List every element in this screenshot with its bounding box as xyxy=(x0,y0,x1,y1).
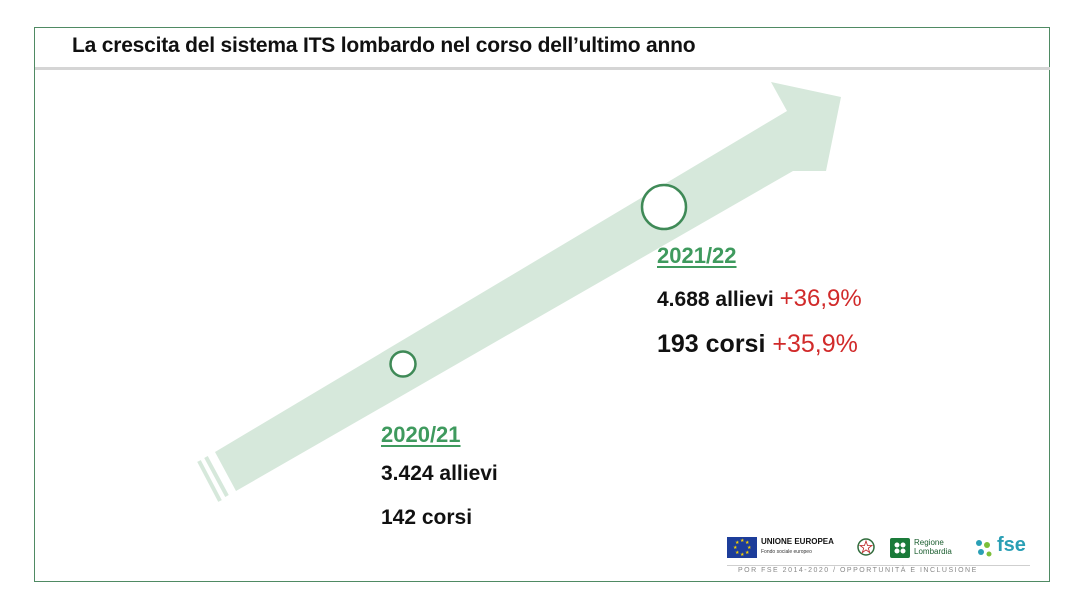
eu-flag-icon: ★ ★ ★ ★ ★ ★ ★ ★ xyxy=(727,537,757,558)
title-divider xyxy=(35,67,1050,70)
courses-2020-21: 142 corsi xyxy=(381,506,473,529)
marker-2020-21 xyxy=(389,350,417,378)
italian-emblem-icon xyxy=(857,538,875,556)
students-2021-22: 4.688 allievi +36,9% xyxy=(657,285,862,313)
funding-logos: ★ ★ ★ ★ ★ ★ ★ ★ UNIONE EUROPEA Fondo sociale… xyxy=(727,534,1030,562)
slide-frame xyxy=(34,27,1050,582)
arrow-tail-stripe xyxy=(197,460,222,502)
region-label: Regione Lombardia xyxy=(914,538,952,556)
year-label-2021-22: 2021/22 xyxy=(657,243,737,268)
slide-title: La crescita del sistema ITS lombardo nel… xyxy=(72,34,696,57)
region-label-line2: Lombardia xyxy=(914,547,952,556)
fse-symbol-icon xyxy=(976,540,992,557)
growth-arrow-shape xyxy=(215,82,841,491)
eu-label: UNIONE EUROPEA xyxy=(761,537,834,546)
courses-2021-22: 193 corsi +35,9% xyxy=(657,330,858,359)
eu-sublabel: Fondo sociale europeo xyxy=(761,549,812,555)
year-label-2020-21: 2020/21 xyxy=(381,422,461,447)
footer-divider xyxy=(727,565,1030,566)
courses-value: 193 corsi xyxy=(657,330,766,358)
arrow-tail-stripe xyxy=(204,456,229,497)
region-label-line1: Regione xyxy=(914,538,944,547)
students-2020-21: 3.424 allievi xyxy=(381,462,498,485)
footer-caption: POR FSE 2014-2020 / OPPORTUNITÀ E INCLUS… xyxy=(738,567,978,574)
fse-label: fse xyxy=(997,534,1026,556)
students-value: 4.688 allievi xyxy=(657,288,774,311)
students-change: +36,9% xyxy=(779,285,862,312)
courses-change: +35,9% xyxy=(772,330,858,358)
lombardia-rose-icon xyxy=(890,538,910,558)
marker-2021-22 xyxy=(640,183,688,231)
